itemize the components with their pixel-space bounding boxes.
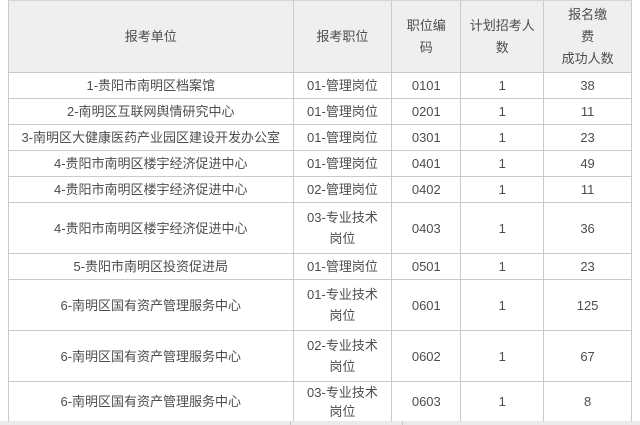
paid-cell: 11	[544, 177, 632, 203]
planned-cell: 1	[461, 177, 545, 203]
header-label-code-line1: 职位编	[406, 17, 446, 33]
planned-cell: 1	[461, 382, 545, 422]
planned-cell: 1	[461, 280, 545, 331]
table-row: 4-贵阳市南明区楼宇经济促进中心 01-管理岗位 0401 1 49	[9, 151, 632, 177]
header-label-paid-line2: 费	[581, 28, 595, 44]
planned-cell: 1	[461, 151, 545, 177]
next-row-border-fragment	[402, 421, 403, 425]
table-row: 1-贵阳市南明区档案馆 01-管理岗位 0101 1 38	[9, 73, 632, 99]
table-row: 6-南明区国有资产管理服务中心 01-专业技术岗位 0601 1 125	[9, 280, 632, 331]
table-row: 5-贵阳市南明区投资促进局 01-管理岗位 0501 1 23	[9, 254, 632, 280]
unit-cell: 6-南明区国有资产管理服务中心	[9, 280, 294, 331]
paid-cell: 23	[544, 254, 632, 280]
position-cell: 03-专业技术岗位	[293, 382, 393, 422]
unit-cell: 6-南明区国有资产管理服务中心	[9, 382, 294, 422]
paid-cell: 38	[544, 73, 632, 99]
unit-cell: 3-南明区大健康医药产业园区建设开发办公室	[9, 125, 294, 151]
position-cell: 01-管理岗位	[293, 125, 393, 151]
header-label-planned-line1: 计划招考人	[469, 17, 535, 33]
header-label-planned-line2: 数	[495, 39, 509, 55]
unit-cell: 4-贵阳市南明区楼宇经济促进中心	[9, 151, 294, 177]
code-cell: 0602	[392, 331, 462, 382]
position-cell: 01-专业技术岗位	[293, 280, 393, 331]
position-cell: 01-管理岗位	[293, 73, 393, 99]
header-cell-code: 职位编 码	[392, 1, 462, 73]
table-row: 6-南明区国有资产管理服务中心 02-专业技术岗位 0602 1 67	[9, 331, 632, 382]
header-label-unit: 报考单位	[124, 28, 177, 44]
unit-cell: 2-南明区互联网舆情研究中心	[9, 99, 294, 125]
code-cell: 0603	[392, 382, 462, 422]
position-cell: 01-管理岗位	[293, 254, 393, 280]
paid-cell: 36	[544, 203, 632, 254]
table-row: 6-南明区国有资产管理服务中心 03-专业技术岗位 0603 1 8	[9, 382, 632, 422]
unit-cell: 4-贵阳市南明区楼宇经济促进中心	[9, 203, 294, 254]
header-label-paid-line1: 报名缴	[568, 6, 608, 22]
table-row: 4-贵阳市南明区楼宇经济促进中心 02-管理岗位 0402 1 11	[9, 177, 632, 203]
unit-cell: 4-贵阳市南明区楼宇经济促进中心	[9, 177, 294, 203]
next-row-fragment	[0, 421, 640, 425]
paid-cell: 23	[544, 125, 632, 151]
code-cell: 0601	[392, 280, 462, 331]
position-cell: 01-管理岗位	[293, 99, 393, 125]
table-row: 4-贵阳市南明区楼宇经济促进中心 03-专业技术岗位 0403 1 36	[9, 203, 632, 254]
paid-cell: 49	[544, 151, 632, 177]
position-cell: 03-专业技术岗位	[293, 203, 393, 254]
code-cell: 0301	[392, 125, 462, 151]
next-row-border-fragment	[290, 421, 291, 425]
planned-cell: 1	[461, 125, 545, 151]
planned-cell: 1	[461, 73, 545, 99]
table-row: 2-南明区互联网舆情研究中心 01-管理岗位 0201 1 11	[9, 99, 632, 125]
header-cell-paid: 报名缴 费 成功人数	[544, 1, 632, 73]
code-cell: 0403	[392, 203, 462, 254]
table-header-row: 报考单位 报考职位 职位编 码 计划招考人 数 报名缴 费 成功人数	[9, 1, 632, 73]
position-cell: 02-管理岗位	[293, 177, 393, 203]
recruitment-results-table: 报考单位 报考职位 职位编 码 计划招考人 数 报名缴 费 成功人数 1-贵阳市…	[8, 0, 632, 422]
planned-cell: 1	[461, 331, 545, 382]
code-cell: 0101	[392, 73, 462, 99]
code-cell: 0201	[392, 99, 462, 125]
header-cell-unit: 报考单位	[9, 1, 294, 73]
unit-cell: 6-南明区国有资产管理服务中心	[9, 331, 294, 382]
paid-cell: 11	[544, 99, 632, 125]
planned-cell: 1	[461, 99, 545, 125]
unit-cell: 1-贵阳市南明区档案馆	[9, 73, 294, 99]
position-cell: 01-管理岗位	[293, 151, 393, 177]
table-row: 3-南明区大健康医药产业园区建设开发办公室 01-管理岗位 0301 1 23	[9, 125, 632, 151]
code-cell: 0501	[392, 254, 462, 280]
planned-cell: 1	[461, 254, 545, 280]
planned-cell: 1	[461, 203, 545, 254]
code-cell: 0401	[392, 151, 462, 177]
position-cell: 02-专业技术岗位	[293, 331, 393, 382]
paid-cell: 8	[544, 382, 632, 422]
paid-cell: 125	[544, 280, 632, 331]
paid-cell: 67	[544, 331, 632, 382]
header-cell-planned: 计划招考人 数	[461, 1, 545, 73]
unit-cell: 5-贵阳市南明区投资促进局	[9, 254, 294, 280]
code-cell: 0402	[392, 177, 462, 203]
header-label-position: 报考职位	[316, 28, 369, 44]
header-label-paid-line3: 成功人数	[561, 50, 614, 66]
header-cell-position: 报考职位	[293, 1, 393, 73]
header-label-code-line2: 码	[419, 39, 433, 55]
